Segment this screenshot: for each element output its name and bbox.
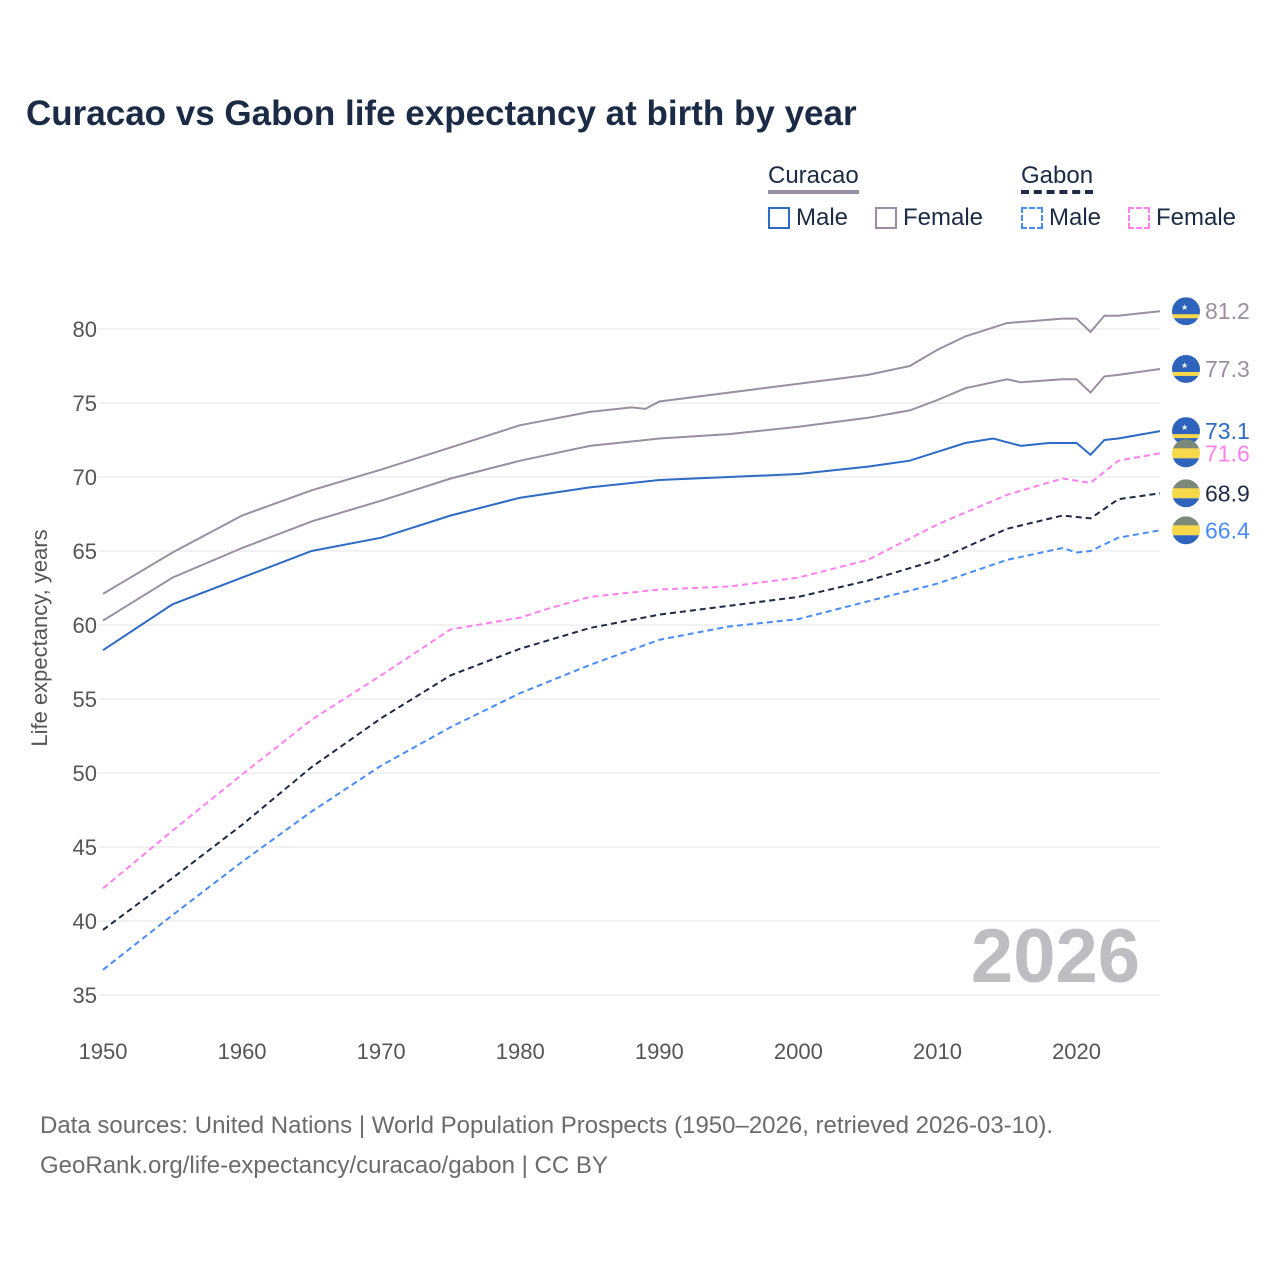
legend-swatch xyxy=(1021,207,1043,229)
x-tick-label: 1990 xyxy=(635,1039,684,1064)
y-tick-label: 60 xyxy=(73,613,97,638)
x-tick-label: 1980 xyxy=(496,1039,545,1064)
end-value-label: 77.3 xyxy=(1205,356,1250,382)
y-tick-label: 40 xyxy=(73,909,97,934)
legend-curacao-male[interactable]: Male xyxy=(768,204,848,232)
y-tick-label: 55 xyxy=(73,687,97,712)
legend-gabon-heading: Gabon xyxy=(1021,162,1094,194)
series-line-gabon-female xyxy=(102,452,1161,890)
x-tick-label: 2020 xyxy=(1052,1039,1101,1064)
source-note: Data sources: United Nations | World Pop… xyxy=(40,1106,1053,1186)
legend-swatch xyxy=(768,207,790,229)
x-tick-label: 1970 xyxy=(357,1039,406,1064)
source-line-1: Data sources: United Nations | World Pop… xyxy=(40,1112,1054,1139)
series-line-curacao-total xyxy=(102,368,1161,622)
chart-title: Curacao vs Gabon life expectancy at birt… xyxy=(26,94,857,133)
series-line-gabon-male xyxy=(102,529,1161,971)
y-tick-label: 75 xyxy=(73,391,97,416)
y-tick-label: 35 xyxy=(73,983,97,1008)
legend-label: Male xyxy=(796,204,849,231)
series-line-curacao-female xyxy=(102,310,1161,595)
end-value-label: 66.4 xyxy=(1205,517,1250,543)
svg-text:★: ★ xyxy=(1181,423,1188,432)
curacao-flag-icon: ★ xyxy=(1172,297,1200,326)
gabon-flag-icon xyxy=(1172,479,1200,508)
curacao-flag-icon: ★ xyxy=(1172,354,1200,383)
x-tick-label: 2000 xyxy=(774,1039,823,1064)
y-tick-label: 70 xyxy=(73,465,97,490)
end-value-label: 73.1 xyxy=(1205,418,1250,444)
gabon-flag-icon xyxy=(1172,516,1200,545)
x-tick-label: 2010 xyxy=(913,1039,962,1064)
legend-curacao-heading: Curacao xyxy=(768,162,859,194)
legend-gabon-male[interactable]: Male xyxy=(1021,204,1101,232)
series-line-curacao-male xyxy=(102,430,1161,652)
legend-swatch xyxy=(875,207,897,229)
y-tick-label: 80 xyxy=(73,317,97,342)
series-line-gabon-total xyxy=(102,492,1161,931)
y-axis-label: Life expectancy, years xyxy=(27,529,52,747)
end-value-label: 81.2 xyxy=(1205,298,1250,324)
y-tick-label: 45 xyxy=(73,835,97,860)
legend-label: Male xyxy=(1049,204,1102,231)
y-tick-label: 65 xyxy=(73,539,97,564)
legend-gabon-female[interactable]: Female xyxy=(1128,204,1236,232)
source-line-2: GeoRank.org/life-expectancy/curacao/gabo… xyxy=(40,1152,608,1179)
legend-label: Female xyxy=(1156,204,1237,231)
legend-label: Female xyxy=(903,204,984,231)
legend-swatch xyxy=(1128,207,1150,229)
year-watermark: 2026 xyxy=(971,914,1140,999)
svg-text:★: ★ xyxy=(1181,361,1188,370)
x-tick-label: 1960 xyxy=(218,1039,267,1064)
svg-text:★: ★ xyxy=(1181,303,1188,312)
x-tick-label: 1950 xyxy=(79,1039,128,1064)
end-value-label: 68.9 xyxy=(1205,480,1250,506)
legend-curacao-female[interactable]: Female xyxy=(875,204,983,232)
end-value-label: 71.6 xyxy=(1205,440,1250,466)
gabon-flag-icon xyxy=(1172,439,1200,468)
y-tick-label: 50 xyxy=(73,761,97,786)
